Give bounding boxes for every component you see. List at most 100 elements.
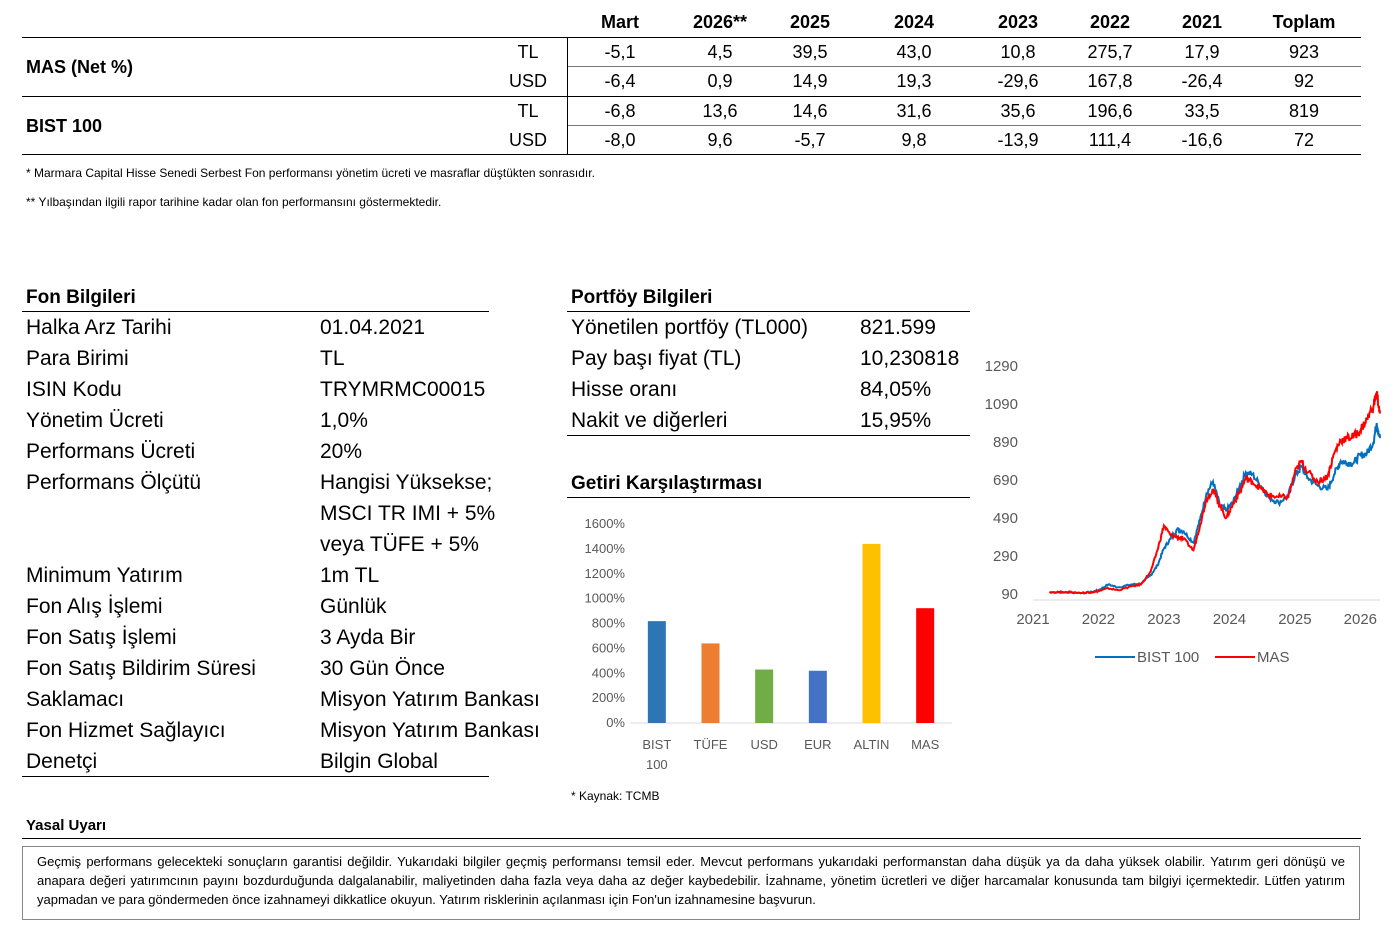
fund-info-label: Yönetim Ücreti — [26, 409, 164, 432]
row-divider — [567, 125, 1361, 126]
y-tick-label: 1000% — [585, 591, 626, 606]
returns-title-rule — [567, 497, 970, 498]
y-tick-label: 1200% — [585, 566, 626, 581]
table-vertical-rule — [567, 37, 568, 154]
table-cell: 9,6 — [707, 130, 733, 150]
table-cell: 39,5 — [792, 42, 828, 62]
table-cell: 17,9 — [1184, 42, 1220, 62]
fund-info-label: ISIN Kodu — [26, 378, 122, 401]
fund-info-label: Denetçi — [26, 750, 98, 773]
y-tick-label: 690 — [993, 472, 1018, 489]
fund-info-label: Minimum Yatırım — [26, 564, 183, 587]
table-cell: 33,5 — [1184, 101, 1220, 121]
portfolio-info-label: Pay başı fiyat (TL) — [571, 347, 742, 370]
legal-disclaimer: Geçmiş performans gelecekteki sonuçların… — [22, 846, 1360, 920]
column-header-5: 2022 — [1089, 12, 1131, 32]
y-tick-label: 400% — [592, 665, 626, 680]
fund-info-value: TRYMRMC00015 — [320, 378, 486, 401]
y-tick-label: 800% — [592, 616, 626, 631]
x-tick-label: 2023 — [1147, 611, 1180, 628]
table-cell: 35,6 — [1000, 101, 1036, 121]
fund-info-label: Para Birimi — [26, 347, 129, 370]
fund-info-value: 30 Gün Önce — [320, 657, 445, 680]
series-line-mas — [1048, 391, 1381, 595]
fund-info-value: 01.04.2021 — [320, 316, 426, 339]
legal-title-rule — [22, 838, 1361, 839]
table-cell: -6,4 — [604, 71, 636, 91]
currency-label: TL — [517, 42, 539, 62]
fund-info-label: Fon Hizmet Sağlayıcı — [26, 719, 226, 742]
table-cell: 0,9 — [707, 71, 733, 91]
group-divider — [22, 96, 1361, 97]
table-cell: -5,7 — [794, 130, 826, 150]
x-tick-label: 2024 — [1213, 611, 1246, 628]
y-tick-label: 1600% — [585, 516, 626, 531]
bar — [755, 669, 774, 723]
table-cell: 196,6 — [1087, 101, 1133, 121]
table-cell: 19,3 — [896, 71, 932, 91]
column-header-0: Mart — [600, 12, 639, 32]
x-tick-label: 2022 — [1082, 611, 1115, 628]
x-category-label: BIST 100 — [642, 737, 671, 772]
fund-info-value: Bilgin Global — [320, 750, 438, 773]
x-tick-label: 2021 — [1016, 611, 1049, 628]
y-tick-label: 1090 — [985, 396, 1018, 413]
portfolio-info-value: 84,05% — [860, 378, 932, 401]
returns-bar-chart: 0% 200% 400% 600% 800% 1000% 1200% 1400% 1600% BI… — [585, 516, 952, 772]
table-cell: -13,9 — [997, 130, 1039, 150]
fund-info-value: 1,0% — [320, 409, 368, 432]
portfolio-info-label: Nakit ve diğerleri — [571, 409, 728, 432]
x-category-label: USD — [750, 737, 777, 752]
portfolio-info-label: Hisse oranı — [571, 378, 678, 401]
table-cell: 14,6 — [792, 101, 828, 121]
y-tick-label: 600% — [592, 640, 626, 655]
fund-info-label: Fon Satış Bildirim Süresi — [26, 657, 256, 680]
table-cell: 275,7 — [1087, 42, 1133, 62]
fund-info-label: Fon Alış İşlemi — [26, 595, 163, 618]
y-tick-label: 290 — [993, 548, 1018, 565]
currency-label: TL — [517, 101, 539, 121]
fund-info-value: 20% — [320, 440, 363, 463]
table-cell: 43,0 — [896, 42, 932, 62]
table-cell: -26,4 — [1181, 71, 1223, 91]
fund-info-value: 3 Ayda Bir — [320, 626, 416, 649]
ytd-note: ** Yılbaşından ilgili rapor tarihine kad… — [26, 195, 442, 209]
y-tick-label: 200% — [592, 690, 626, 705]
x-tick-label: 2026 — [1344, 611, 1377, 628]
column-header-1: 2026** — [692, 12, 748, 32]
bar — [862, 543, 881, 723]
legal-title: Yasal Uyarı — [26, 817, 107, 834]
table-cell: -8,0 — [604, 130, 636, 150]
row-group-label: MAS (Net %) — [26, 57, 133, 77]
table-cell: 10,8 — [1000, 42, 1036, 62]
portfolio-info-value: 10,230818 — [860, 347, 960, 370]
series-line-bist-100 — [1049, 422, 1381, 595]
table-cell: 92 — [1293, 71, 1315, 91]
table-cell: -5,1 — [604, 42, 636, 62]
x-category-label: ALTIN — [854, 737, 890, 752]
fund-info-title: Fon Bilgileri — [26, 287, 136, 308]
y-tick-label: 890 — [993, 434, 1018, 451]
fund-info-label: Performans Ölçütü — [26, 471, 202, 494]
table-cell: 923 — [1288, 42, 1320, 62]
legend-label: BIST 100 — [1137, 649, 1199, 666]
returns-title: Getiri Karşılaştırması — [571, 473, 763, 494]
source-note: * Kaynak: TCMB — [571, 789, 660, 803]
table-cell: -16,6 — [1181, 130, 1223, 150]
y-tick-label: 90 — [1001, 586, 1018, 603]
fund-info-value: veya TÜFE + 5% — [320, 533, 479, 556]
fund-info-value: 1m TL — [320, 564, 380, 587]
table-cell: 31,6 — [896, 101, 932, 121]
column-header-2: 2025 — [789, 12, 831, 32]
fund-info-top-rule — [22, 311, 489, 312]
table-cell: 819 — [1288, 101, 1320, 121]
fund-info-value: Misyon Yatırım Bankası — [320, 719, 540, 742]
row-divider — [567, 66, 1361, 67]
fund-info-label: Halka Arz Tarihi — [26, 316, 172, 339]
column-header-4: 2023 — [997, 12, 1039, 32]
table-cell: 111,4 — [1088, 130, 1132, 150]
fund-info-value: MSCI TR IMI + 5% — [320, 502, 496, 525]
fund-info-label: Saklamacı — [26, 688, 125, 711]
table-cell: 14,9 — [792, 71, 828, 91]
bar — [701, 643, 720, 723]
